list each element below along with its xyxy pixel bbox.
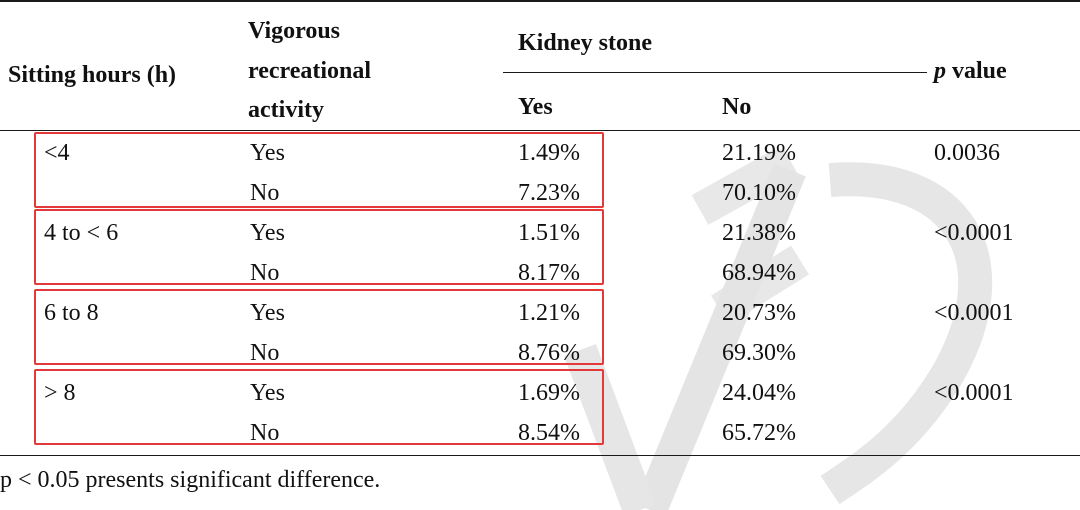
cell-activity: No bbox=[250, 420, 280, 446]
header-yes: Yes bbox=[518, 94, 553, 120]
cell-stone-no: 24.04% bbox=[722, 380, 796, 406]
cell-stone-no: 69.30% bbox=[722, 340, 796, 366]
highlight-box-lt4 bbox=[34, 132, 604, 208]
header-activity-line2: recreational bbox=[248, 58, 372, 84]
cell-stone-yes: 1.49% bbox=[518, 140, 580, 166]
table-bottom-rule bbox=[0, 455, 1080, 456]
cell-stone-no: 68.94% bbox=[722, 260, 796, 286]
cell-activity: Yes bbox=[250, 380, 285, 406]
cell-stone-yes: 1.69% bbox=[518, 380, 580, 406]
highlight-box-4to6 bbox=[34, 209, 604, 285]
cell-sitting: 4 to < 6 bbox=[44, 220, 119, 246]
header-p-symbol: p bbox=[934, 58, 946, 84]
header-sitting-hours: Sitting hours (h) bbox=[8, 62, 177, 88]
cell-p-value: 0.0036 bbox=[934, 140, 1000, 166]
cell-activity: Yes bbox=[250, 300, 285, 326]
cell-activity: No bbox=[250, 340, 280, 366]
cell-p-value: <0.0001 bbox=[934, 300, 1014, 326]
cell-stone-yes: 8.54% bbox=[518, 420, 580, 446]
cell-stone-yes: 7.23% bbox=[518, 180, 580, 206]
cell-stone-yes: 1.51% bbox=[518, 220, 580, 246]
cell-stone-no: 21.38% bbox=[722, 220, 796, 246]
header-p-value: p value bbox=[934, 58, 1007, 84]
watermark-graphic bbox=[564, 150, 993, 510]
highlight-box-6to8 bbox=[34, 289, 604, 365]
table-header-rule bbox=[0, 130, 1080, 131]
cell-sitting: > 8 bbox=[44, 380, 76, 406]
cell-stone-yes: 8.76% bbox=[518, 340, 580, 366]
cell-stone-no: 70.10% bbox=[722, 180, 796, 206]
header-activity-line1: Vigorous bbox=[248, 18, 341, 44]
cell-activity: No bbox=[250, 260, 280, 286]
cell-stone-no: 65.72% bbox=[722, 420, 796, 446]
highlight-box-gt8 bbox=[34, 369, 604, 445]
table-top-rule bbox=[0, 0, 1080, 2]
header-kidney-stone: Kidney stone bbox=[518, 30, 653, 56]
cell-activity: No bbox=[250, 180, 280, 206]
cell-sitting: <4 bbox=[44, 140, 70, 166]
table-footnote: p < 0.05 presents significant difference… bbox=[0, 467, 381, 493]
header-no: No bbox=[722, 94, 752, 120]
cell-activity: Yes bbox=[250, 140, 285, 166]
kidney-stone-span-rule bbox=[503, 72, 927, 73]
cell-stone-no: 20.73% bbox=[722, 300, 796, 326]
cell-stone-yes: 8.17% bbox=[518, 260, 580, 286]
header-activity-line3: activity bbox=[248, 97, 324, 123]
cell-p-value: <0.0001 bbox=[934, 380, 1014, 406]
cell-stone-no: 21.19% bbox=[722, 140, 796, 166]
cell-p-value: <0.0001 bbox=[934, 220, 1014, 246]
cell-activity: Yes bbox=[250, 220, 285, 246]
cell-stone-yes: 1.21% bbox=[518, 300, 580, 326]
cell-sitting: 6 to 8 bbox=[44, 300, 99, 326]
header-p-label: value bbox=[946, 58, 1007, 84]
